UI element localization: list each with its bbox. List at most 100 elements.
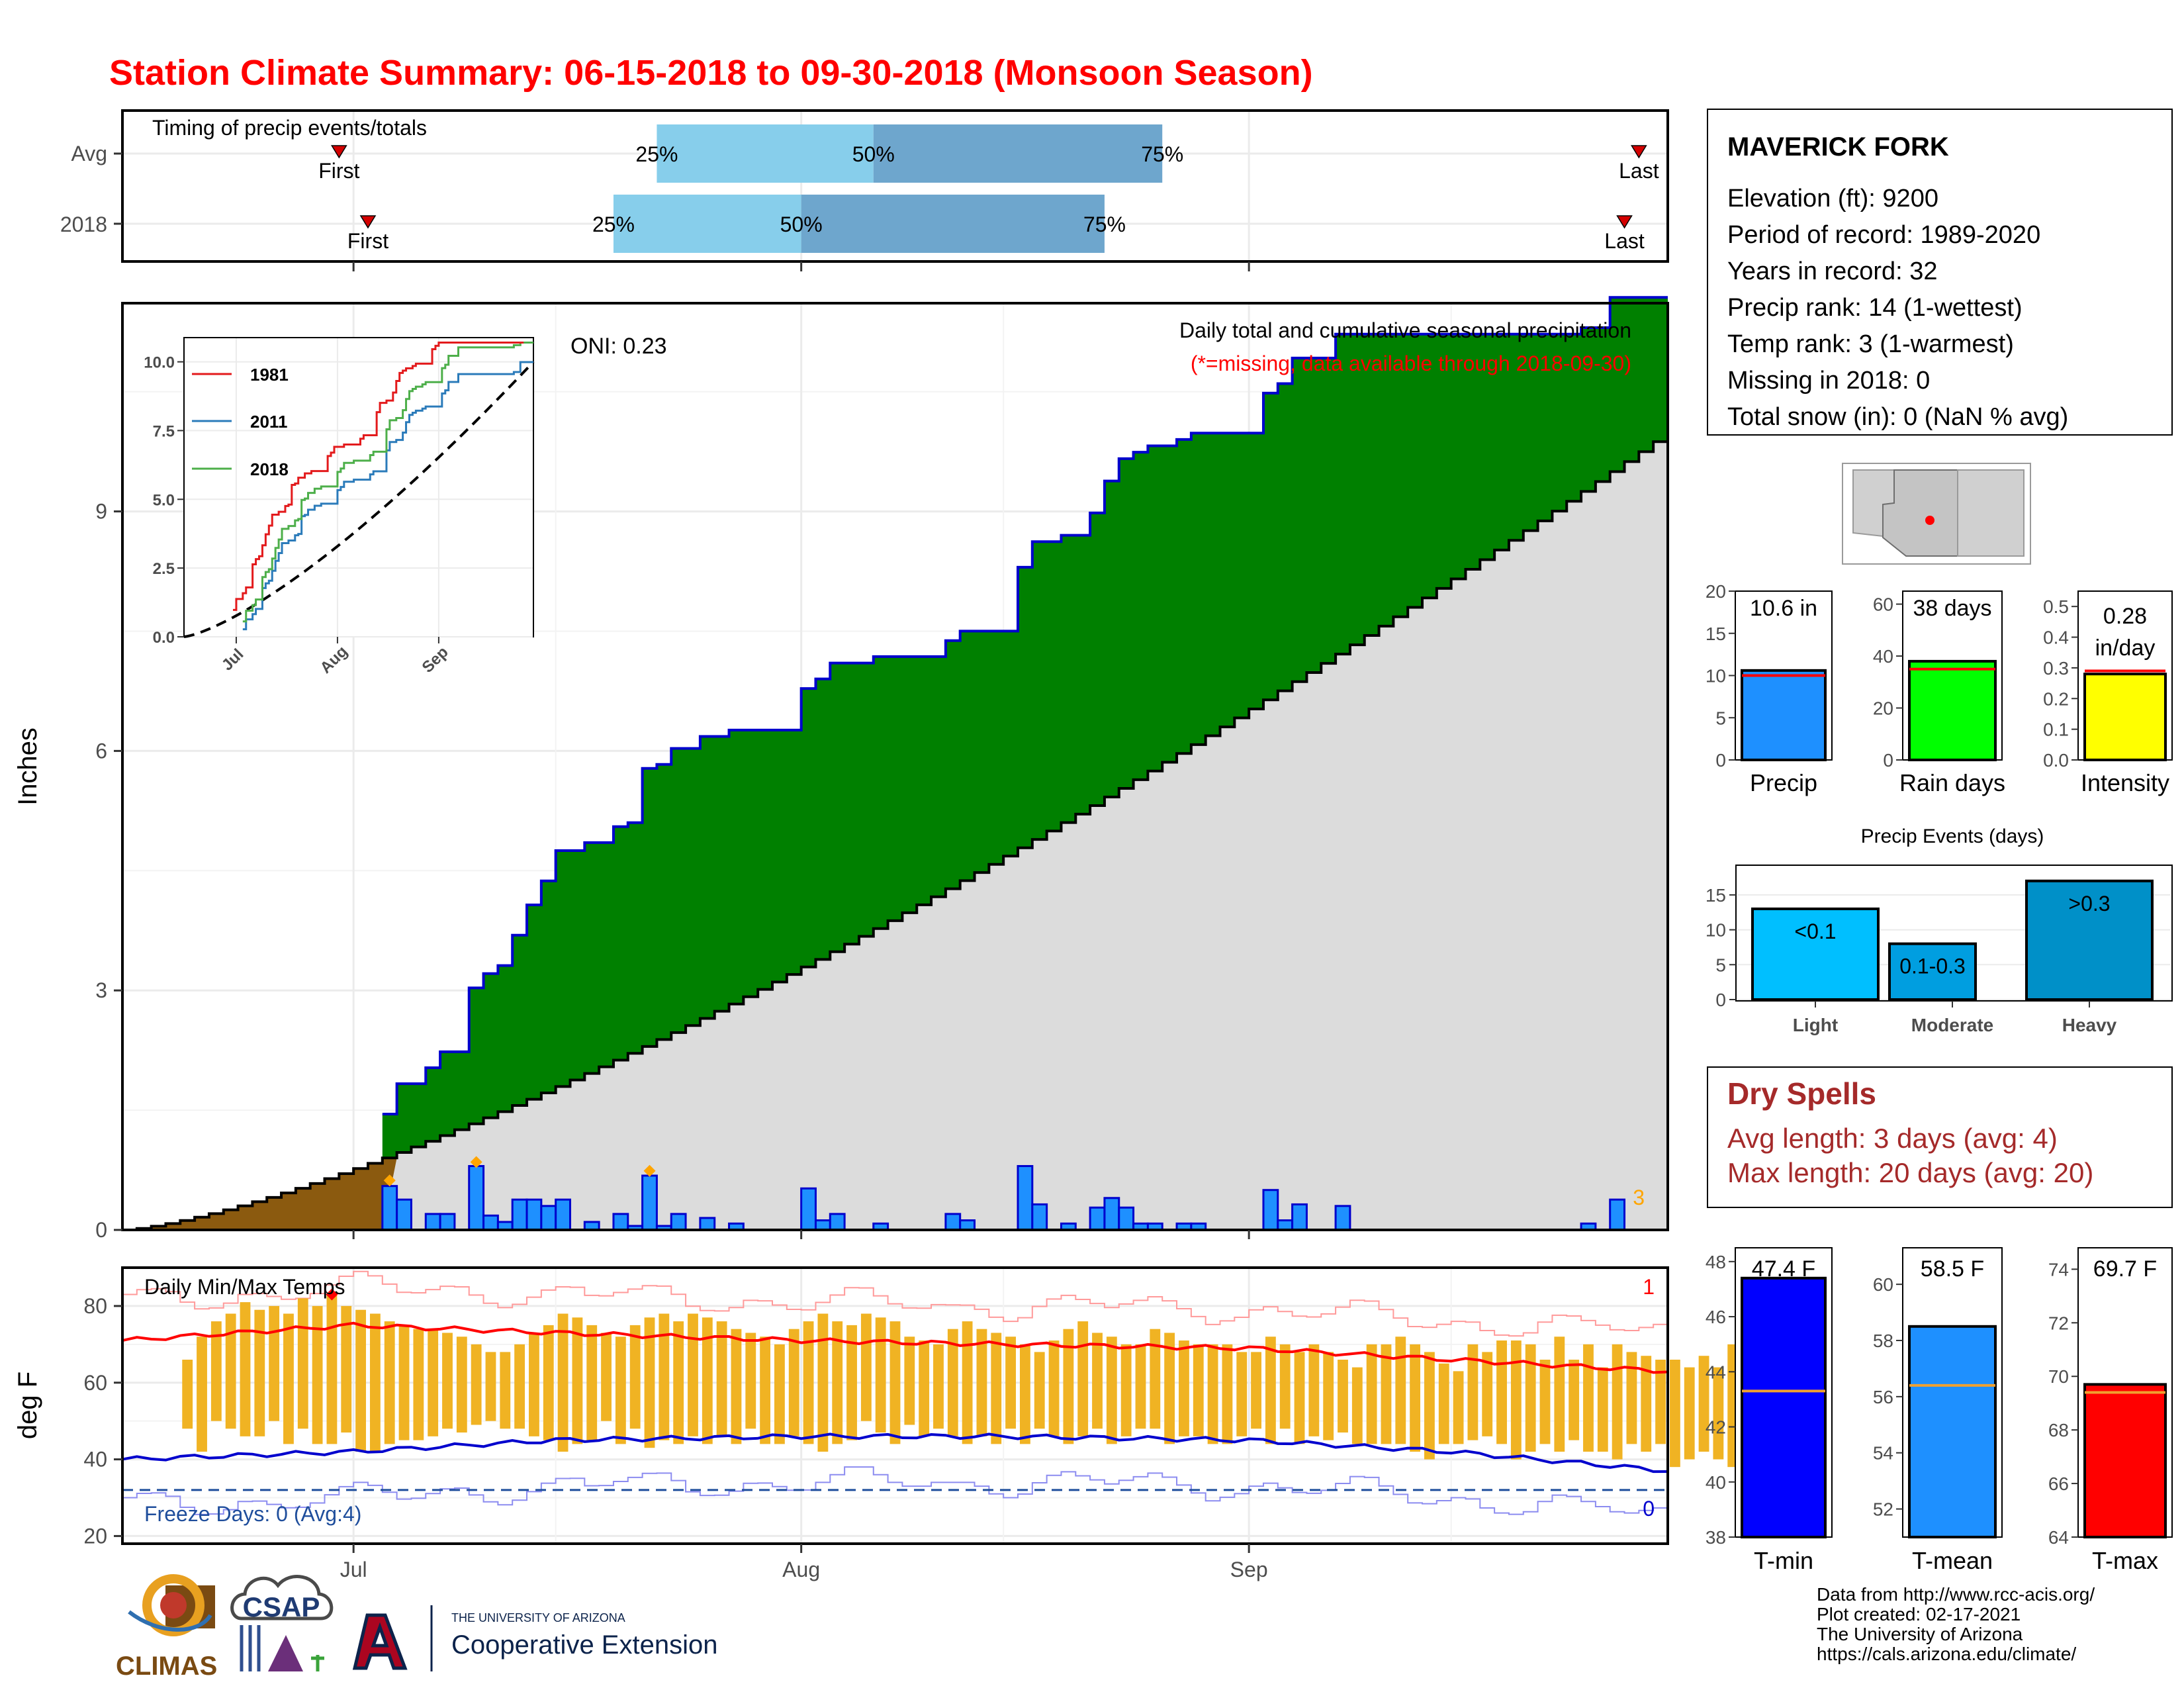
daily-temp-bar bbox=[1684, 1367, 1695, 1460]
summary-y-tick-label: 20 bbox=[1873, 698, 1893, 719]
daily-temp-bar bbox=[485, 1352, 496, 1421]
daily-temp-bar bbox=[1236, 1352, 1248, 1436]
csap-cloud-icon bbox=[230, 1575, 334, 1620]
dry-spells-title: Dry Spells bbox=[1727, 1076, 1876, 1111]
inset-series-1981 bbox=[233, 342, 524, 611]
timing-last-label: Last bbox=[1619, 159, 1659, 183]
daily-precip-bar bbox=[439, 1213, 456, 1231]
temp-y-tick-label: 60 bbox=[83, 1371, 107, 1395]
cumulative-2018-line bbox=[382, 296, 1668, 1115]
daily-temp-bar bbox=[875, 1317, 886, 1433]
summary-y-tick-label: 0.2 bbox=[2043, 688, 2069, 709]
temp-summary-y-tick-label: 70 bbox=[2048, 1366, 2069, 1387]
daily-temp-bar bbox=[1135, 1344, 1146, 1429]
logo-csap: CSAP bbox=[230, 1575, 334, 1671]
timing-row-label-2018: 2018 bbox=[60, 212, 107, 236]
daily-precip-bar bbox=[829, 1213, 846, 1231]
daily-temp-bar bbox=[240, 1302, 251, 1436]
summary-bar bbox=[2083, 673, 2167, 761]
map-state-east bbox=[1957, 469, 2025, 557]
daily-temp-bar bbox=[1554, 1336, 1565, 1452]
timing-bar-25-50 bbox=[613, 195, 801, 253]
dry-spells-border bbox=[1707, 1066, 2173, 1208]
station-box-border bbox=[1707, 109, 2173, 436]
daily-temp-bar bbox=[1525, 1344, 1536, 1452]
daily-temp-bar bbox=[1453, 1371, 1464, 1444]
x-tick-label: Aug bbox=[782, 1558, 820, 1581]
daily-temp-bar bbox=[1539, 1360, 1551, 1444]
logo-university: THE UNIVERSITY OF ARIZONA Cooperative Ex… bbox=[352, 1605, 717, 1671]
logo-climas: CLIMAS bbox=[116, 1574, 217, 1681]
summary-y-tick-label: 0.0 bbox=[2043, 750, 2069, 771]
figure-title: Station Climate Summary: 06-15-2018 to 0… bbox=[109, 53, 1313, 93]
precip-corner-count: 3 bbox=[1633, 1186, 1645, 1209]
daily-temp-bar bbox=[197, 1336, 207, 1452]
climas-sun-icon bbox=[142, 1574, 205, 1636]
inset-y-tick-label: 0.0 bbox=[153, 629, 175, 647]
timing-last-marker bbox=[1616, 215, 1633, 229]
daily-temp-bar bbox=[1713, 1367, 1724, 1460]
temp-summary-y-tick-label: 64 bbox=[2048, 1527, 2069, 1548]
map-state-arizona bbox=[1882, 469, 1958, 557]
events-bar bbox=[1888, 942, 1977, 1001]
daily-temp-bar bbox=[1641, 1356, 1652, 1452]
temp-y-axis: 20 40 60 80 bbox=[83, 1294, 122, 1548]
timing-first-label: First bbox=[347, 229, 388, 253]
seasonal-summary-bars: 0 5 10 15 20 10.6 in Precip 0 20 40 60 38 days Rain … bbox=[1706, 581, 2173, 796]
summary-bar-label: Precip bbox=[1750, 769, 1817, 796]
summary-value-label: 38 days bbox=[1913, 596, 1991, 621]
timing-title: Timing of precip events/totals bbox=[152, 116, 427, 140]
events-bar-label: <0.1 bbox=[1794, 919, 1836, 943]
average-min-line bbox=[122, 1432, 1668, 1474]
daily-precip-bar bbox=[944, 1213, 962, 1231]
temp-summary-value-label: 69.7 F bbox=[2093, 1256, 2157, 1282]
events-x-tick-label: Heavy bbox=[2062, 1015, 2117, 1035]
daily-temp-bar bbox=[1150, 1329, 1161, 1429]
daily-temp-bar bbox=[283, 1313, 294, 1444]
summary-bar bbox=[1741, 669, 1827, 761]
csap-rain-icon bbox=[240, 1625, 261, 1671]
summary-y-tick-label: 5 bbox=[1715, 708, 1726, 728]
inset-average-line bbox=[183, 361, 535, 638]
x-tick-label: Jul bbox=[340, 1558, 367, 1581]
station-detail-line: Total snow (in): 0 (NaN % avg) bbox=[1727, 403, 2068, 431]
credit-line: Plot created: 02-17-2021 bbox=[1817, 1604, 2021, 1624]
ua-block-a-icon bbox=[352, 1613, 408, 1670]
timing-first-label: First bbox=[318, 159, 359, 183]
temp-summary-y-tick-label: 68 bbox=[2048, 1420, 2069, 1440]
station-detail-line: Period of record: 1989-2020 bbox=[1727, 221, 2040, 249]
daily-temp-bar bbox=[601, 1333, 612, 1421]
timing-label-25: 25% bbox=[592, 212, 635, 236]
record-diamond bbox=[470, 1156, 482, 1168]
credit-line: The University of Arizona bbox=[1817, 1624, 2023, 1644]
daily-temp-bar bbox=[1597, 1367, 1608, 1452]
daily-temp-bar bbox=[1410, 1344, 1421, 1452]
daily-temp-bar bbox=[1395, 1336, 1406, 1444]
timing-first-marker bbox=[359, 215, 377, 229]
daily-temp-bar bbox=[1193, 1344, 1204, 1436]
temp-title: Daily Min/Max Temps bbox=[144, 1275, 345, 1299]
daily-precip-bar bbox=[1103, 1197, 1120, 1231]
daily-temp-bar bbox=[557, 1313, 569, 1452]
precip-panel-border bbox=[121, 302, 1669, 1231]
station-info-box: MAVERICK FORK Elevation (ft): 9200 Period… bbox=[1707, 109, 2173, 436]
temp-summary-y-tick-label: 38 bbox=[1706, 1527, 1726, 1548]
temp-corner-top: 1 bbox=[1643, 1275, 1655, 1299]
daily-precip-bar bbox=[670, 1213, 687, 1231]
daily-temp-bar bbox=[817, 1313, 829, 1452]
timing-bar-50-75 bbox=[801, 195, 1105, 253]
precip-y-tick-label: 3 bbox=[95, 978, 107, 1002]
daily-precip-bar bbox=[1118, 1206, 1135, 1231]
daily-precip-bar bbox=[1262, 1189, 1279, 1231]
daily-precip-bar bbox=[482, 1214, 499, 1231]
daily-temp-bar bbox=[500, 1352, 511, 1429]
precip-y-label: Inches bbox=[13, 727, 42, 806]
daily-temp-bar bbox=[442, 1333, 453, 1429]
daily-temp-bar bbox=[731, 1329, 742, 1444]
daily-temp-bar bbox=[860, 1313, 872, 1421]
summary-y-tick-label: 0.5 bbox=[2043, 596, 2069, 617]
timing-label-50: 50% bbox=[852, 142, 895, 166]
inset-y-tick-label: 7.5 bbox=[153, 422, 175, 440]
daily-temp-bar bbox=[341, 1305, 352, 1433]
